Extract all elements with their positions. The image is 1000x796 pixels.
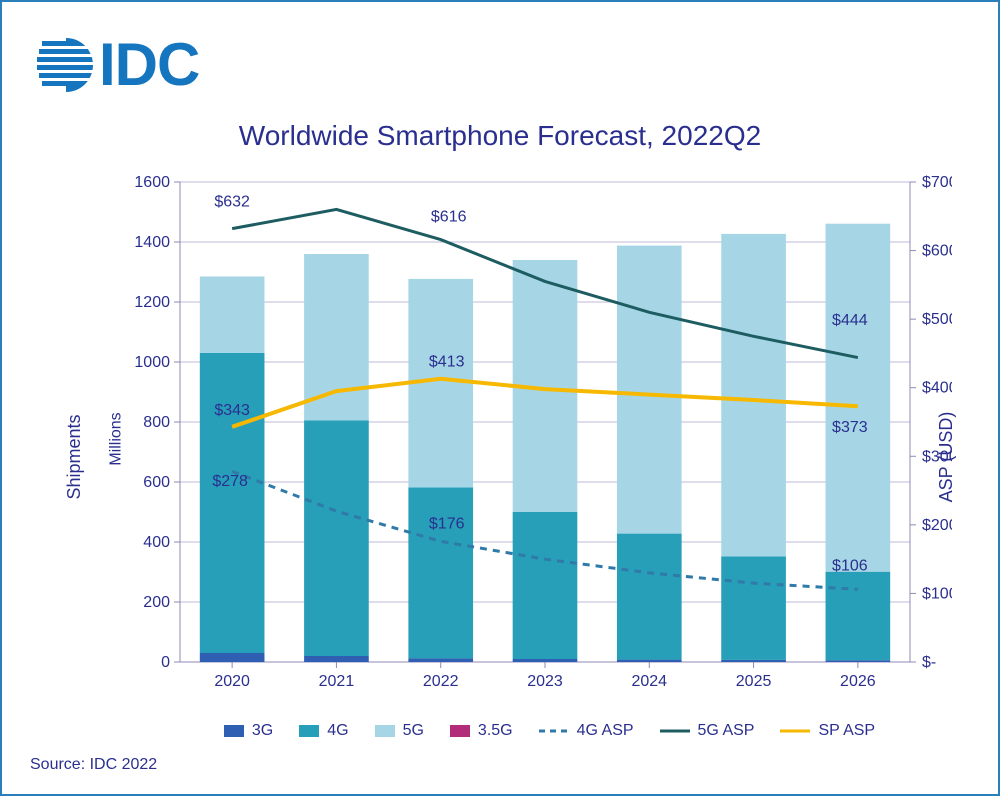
legend-label: SP ASP — [818, 722, 875, 740]
source-text: Source: IDC 2022 — [30, 756, 157, 774]
bar-5G — [826, 224, 891, 572]
data-label: $106 — [832, 557, 868, 574]
plot-svg: 0 200 400 600 800 1000 1200 1400 1600 $- $100 $200 $… — [72, 162, 952, 752]
svg-text:1200: 1200 — [134, 294, 170, 311]
right-axis-label: ASP (USD) — [936, 412, 957, 503]
globe-icon — [37, 36, 95, 94]
data-label: $616 — [431, 208, 467, 225]
bar-4G — [721, 556, 786, 660]
data-label: $278 — [212, 473, 248, 490]
svg-text:2023: 2023 — [527, 673, 563, 690]
chart-title: Worldwide Smartphone Forecast, 2022Q2 — [2, 120, 998, 152]
svg-text:2021: 2021 — [319, 673, 355, 690]
legend-item: 3G — [224, 722, 273, 740]
svg-text:$200: $200 — [922, 517, 952, 534]
bar-3G — [408, 658, 473, 662]
svg-text:$-: $- — [922, 654, 936, 671]
svg-text:1000: 1000 — [134, 354, 170, 371]
legend-item: 3.5G — [450, 722, 513, 740]
bar-3G — [826, 660, 891, 662]
data-label: $632 — [214, 193, 250, 210]
svg-text:2022: 2022 — [423, 673, 459, 690]
legend-swatch — [375, 725, 395, 737]
left-axis-label: Shipments — [64, 414, 85, 499]
legend-line-swatch — [539, 725, 569, 737]
bar-5G — [200, 277, 265, 354]
svg-text:800: 800 — [143, 414, 170, 431]
legend-label: 3.5G — [478, 722, 513, 740]
bar-4G — [617, 534, 682, 660]
data-label: $343 — [214, 402, 250, 419]
svg-text:2024: 2024 — [631, 673, 667, 690]
legend: 3G 4G 5G 3.5G 4G ASP 5G ASP SP ASP — [157, 722, 942, 740]
logo-text: IDC — [99, 30, 199, 99]
legend-item: 4G — [299, 722, 348, 740]
bar-4G — [826, 572, 891, 661]
bar-5G — [721, 234, 786, 557]
legend-item: 4G ASP — [539, 722, 634, 740]
svg-text:2025: 2025 — [736, 673, 772, 690]
svg-text:$400: $400 — [922, 380, 952, 397]
chart-frame: { "logo_text": "IDC", "title": "Worldwid… — [0, 0, 1000, 796]
data-label: $444 — [832, 312, 868, 329]
idc-logo: IDC — [37, 30, 199, 99]
chart-area: Shipments Millions ASP (USD) 02004006008… — [72, 162, 952, 752]
legend-label: 4G — [327, 722, 348, 740]
svg-text:200: 200 — [143, 594, 170, 611]
svg-text:400: 400 — [143, 534, 170, 551]
svg-text:$500: $500 — [922, 311, 952, 328]
legend-label: 3G — [252, 722, 273, 740]
bar-5G — [304, 254, 369, 421]
bar-4G — [513, 512, 578, 659]
legend-item: 5G — [375, 722, 424, 740]
bar-3G — [513, 659, 578, 662]
bar-3G — [617, 660, 682, 662]
legend-swatch — [299, 725, 319, 737]
svg-text:600: 600 — [143, 474, 170, 491]
bar-3G — [304, 656, 369, 662]
legend-item: SP ASP — [780, 722, 875, 740]
bar-5G — [617, 246, 682, 534]
svg-text:1400: 1400 — [134, 234, 170, 251]
legend-line-swatch — [780, 725, 810, 737]
legend-swatch — [224, 725, 244, 737]
legend-line-swatch — [660, 725, 690, 737]
legend-label: 4G ASP — [577, 722, 634, 740]
svg-text:2020: 2020 — [214, 673, 250, 690]
bar-4G — [304, 421, 369, 657]
data-label: $176 — [429, 515, 465, 532]
bar-4G — [408, 487, 473, 658]
legend-item: 5G ASP — [660, 722, 755, 740]
svg-text:1600: 1600 — [134, 174, 170, 191]
bar-4G — [200, 353, 265, 653]
legend-label: 5G — [403, 722, 424, 740]
svg-text:0: 0 — [161, 654, 170, 671]
legend-swatch — [450, 725, 470, 737]
bar-3G — [200, 653, 265, 662]
svg-text:$100: $100 — [922, 585, 952, 602]
data-label: $413 — [429, 354, 465, 371]
data-label: $373 — [832, 419, 868, 436]
svg-text:$700: $700 — [922, 174, 952, 191]
svg-text:2026: 2026 — [840, 673, 876, 690]
svg-text:$600: $600 — [922, 243, 952, 260]
left-axis-sublabel: Millions — [108, 412, 126, 465]
bar-3G — [721, 660, 786, 662]
legend-label: 5G ASP — [698, 722, 755, 740]
